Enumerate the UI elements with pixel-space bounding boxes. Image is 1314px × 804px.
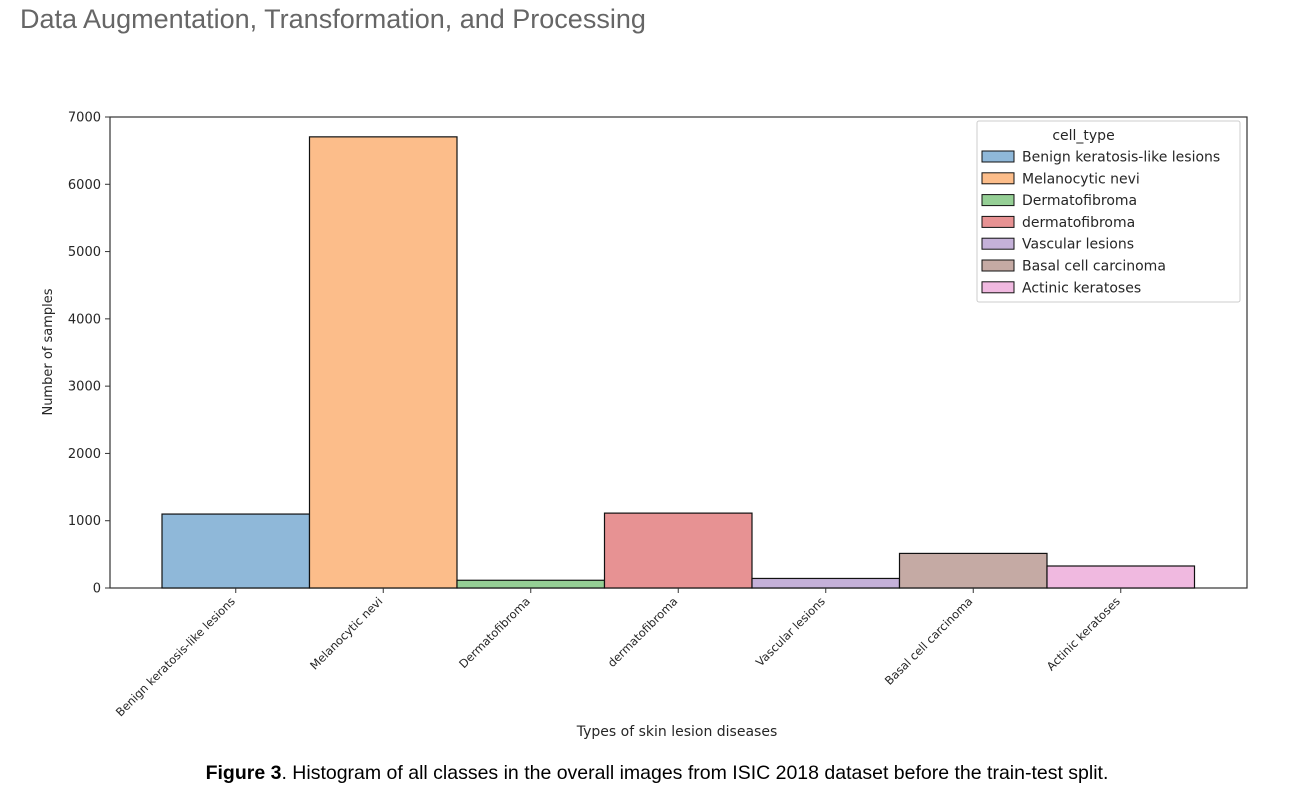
x-tick-label: Melanocytic nevi	[307, 594, 385, 672]
x-tick-label: Vascular lesions	[753, 594, 828, 669]
y-tick-label: 4000	[68, 312, 101, 327]
legend-label: Basal cell carcinoma	[1022, 259, 1166, 275]
y-tick-label: 5000	[68, 245, 101, 260]
legend-label: Benign keratosis-like lesions	[1022, 150, 1220, 166]
legend-label: Melanocytic nevi	[1022, 171, 1140, 187]
y-tick-label: 1000	[68, 514, 101, 529]
figure-number: Figure 3	[205, 762, 282, 784]
legend-swatch	[981, 237, 1015, 250]
bar-benign-keratosis-like-lesions	[161, 513, 311, 589]
y-axis: 0 1000 2000 3000 4000 5000 6000 7000	[68, 111, 110, 597]
x-axis-label: Types of skin lesion diseases	[576, 724, 778, 740]
legend-title: cell_type	[1052, 128, 1114, 144]
bar-dermatofibroma	[603, 512, 753, 589]
legend-swatch	[981, 281, 1015, 294]
legend-label: Actinic keratoses	[1022, 280, 1141, 296]
x-tick-label: Actinic keratoses	[1044, 594, 1123, 673]
legend-swatch	[981, 259, 1015, 272]
figure-caption: Figure 3. Histogram of all classes in th…	[0, 762, 1314, 785]
bar-melanocytic-nevi	[308, 136, 458, 589]
y-tick-label: 3000	[68, 380, 101, 395]
x-tick-label: Dermatofibroma	[456, 594, 533, 671]
section-heading: Data Augmentation, Transformation, and P…	[20, 4, 646, 34]
x-tick-label: dermatofibroma	[605, 594, 681, 670]
legend-label: Dermatofibroma	[1022, 193, 1137, 209]
legend-box	[976, 120, 1241, 303]
y-axis-label: Number of samples	[41, 288, 56, 415]
legend-swatch	[981, 150, 1015, 163]
bar-basal-cell-carcinoma	[898, 552, 1048, 589]
x-tick-label: Benign keratosis-like lesions	[113, 594, 238, 719]
legend-swatch	[981, 215, 1015, 228]
bar-vascular-lesions	[751, 577, 901, 589]
legend: cell_type Benign keratosis-like lesions Me…	[976, 120, 1241, 303]
x-axis: Benign keratosis-like lesions Melanocytic…	[113, 588, 1123, 719]
caption-text: . Histogram of all classes in the overal…	[281, 762, 1109, 784]
histogram-chart: 0 1000 2000 3000 4000 5000 6000 7000 Benign ker…	[41, 111, 1248, 740]
bar-actinic-keratoses	[1046, 565, 1196, 589]
y-tick-label: 7000	[68, 111, 101, 126]
bar-dermatofibroma	[456, 579, 606, 589]
legend-swatch	[981, 172, 1015, 185]
bars	[161, 136, 1196, 589]
legend-label: Vascular lesions	[1022, 237, 1134, 253]
x-tick-label: Basal cell carcinoma	[882, 594, 975, 687]
y-tick-label: 2000	[68, 447, 101, 462]
y-tick-label: 6000	[68, 178, 101, 193]
legend-label: dermatofibroma	[1022, 215, 1135, 231]
legend-swatch	[981, 194, 1015, 207]
y-tick-label: 0	[93, 582, 101, 597]
